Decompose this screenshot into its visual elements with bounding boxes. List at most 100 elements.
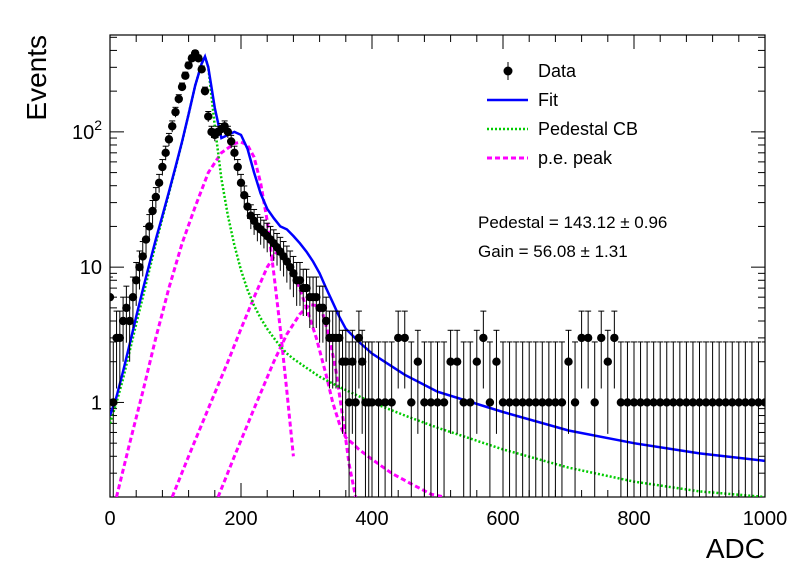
data-point — [662, 398, 671, 407]
data-point — [597, 333, 606, 343]
data-point — [675, 398, 685, 407]
data-point — [426, 398, 436, 407]
data-point — [636, 398, 645, 407]
data-point — [472, 357, 481, 366]
x-axis-title: ADC — [706, 533, 765, 564]
data-point — [295, 276, 305, 285]
data-point — [181, 71, 190, 80]
data-point — [433, 398, 442, 407]
data-point — [479, 333, 488, 343]
data-point — [525, 398, 534, 407]
data-point — [669, 398, 678, 407]
data-point — [285, 262, 295, 272]
data-point — [721, 398, 730, 407]
data-point — [118, 316, 128, 326]
annotation-pedestal: Pedestal = 143.12 ± 0.96 — [478, 213, 667, 232]
data-point — [682, 398, 691, 407]
y-tick-label: 102 — [72, 117, 102, 144]
x-tick-label: 0 — [104, 508, 115, 530]
data-point — [439, 398, 449, 407]
data-point — [452, 357, 462, 366]
legend-label: Fit — [538, 90, 558, 110]
data-point — [177, 82, 187, 92]
legend-label: Pedestal CB — [538, 119, 638, 139]
data-point — [466, 398, 475, 407]
data-point — [354, 333, 364, 343]
data-point — [518, 398, 527, 407]
data-point — [154, 178, 164, 188]
data-point — [531, 398, 540, 407]
data-point — [302, 283, 311, 293]
data-point — [194, 54, 203, 63]
data-point — [125, 316, 134, 326]
x-tick-label: 400 — [355, 508, 388, 530]
data-point — [321, 316, 331, 326]
data-point — [374, 398, 383, 407]
data-point — [754, 398, 763, 407]
legend: Data Fit Pedestal CB p.e. peak — [487, 61, 638, 168]
data-point — [351, 398, 360, 407]
data-point — [616, 398, 626, 407]
data-point — [734, 398, 743, 407]
data-layer — [110, 49, 765, 497]
data-point — [204, 112, 213, 121]
data-point — [741, 398, 750, 407]
data-point — [551, 398, 560, 407]
data-point — [708, 398, 717, 407]
data-point — [141, 235, 151, 244]
data-point — [642, 398, 652, 407]
series-p-e-peak-2 — [170, 249, 445, 497]
data-point — [168, 122, 177, 131]
series-fit — [110, 53, 765, 463]
legend-entry: Fit — [487, 90, 558, 110]
data-point — [341, 357, 350, 366]
x-tick-label: 1000 — [743, 508, 788, 530]
data-point — [289, 269, 298, 278]
data-point — [171, 107, 180, 117]
data-point — [728, 398, 737, 407]
data-point — [760, 398, 765, 407]
data-point — [110, 398, 118, 407]
data-point — [312, 292, 321, 302]
data-point — [590, 398, 599, 407]
data-point — [538, 398, 547, 407]
tick-labels: 0 200 400 600 800 1000 1 10 102 — [72, 117, 787, 530]
y-axis-title: Events — [21, 35, 52, 121]
legend-entry: p.e. peak — [487, 148, 613, 168]
data-point — [197, 65, 206, 74]
data-point — [236, 178, 246, 188]
data-point — [367, 398, 377, 407]
data-point — [233, 162, 242, 172]
data-point — [387, 398, 396, 407]
data-point — [505, 398, 514, 407]
data-point — [132, 276, 141, 285]
data-point — [115, 333, 125, 343]
data-point — [138, 252, 147, 261]
data-point — [695, 398, 704, 407]
data-point — [394, 333, 403, 343]
data-point — [747, 398, 757, 407]
data-point — [161, 148, 170, 158]
data-point — [544, 398, 554, 407]
legend-label: p.e. peak — [538, 148, 613, 168]
data-point — [110, 292, 115, 302]
data-point — [174, 94, 183, 104]
data-point — [656, 398, 665, 407]
data-point — [701, 398, 711, 407]
data-point — [714, 398, 724, 407]
data-point — [407, 398, 416, 407]
data-point — [400, 333, 409, 343]
legend-marker — [503, 66, 513, 76]
data-point — [145, 222, 154, 231]
series-p-e-peak-1 — [115, 140, 295, 497]
data-point — [148, 206, 157, 216]
data-point — [557, 398, 567, 407]
data-point — [357, 357, 367, 366]
data-point — [164, 135, 174, 144]
data-point — [122, 303, 131, 313]
data-point — [413, 357, 423, 366]
x-tick-label: 800 — [617, 508, 650, 530]
annotation-gain: Gain = 56.08 ± 1.31 — [478, 242, 628, 261]
data-point — [459, 398, 468, 407]
data-point — [200, 86, 210, 96]
